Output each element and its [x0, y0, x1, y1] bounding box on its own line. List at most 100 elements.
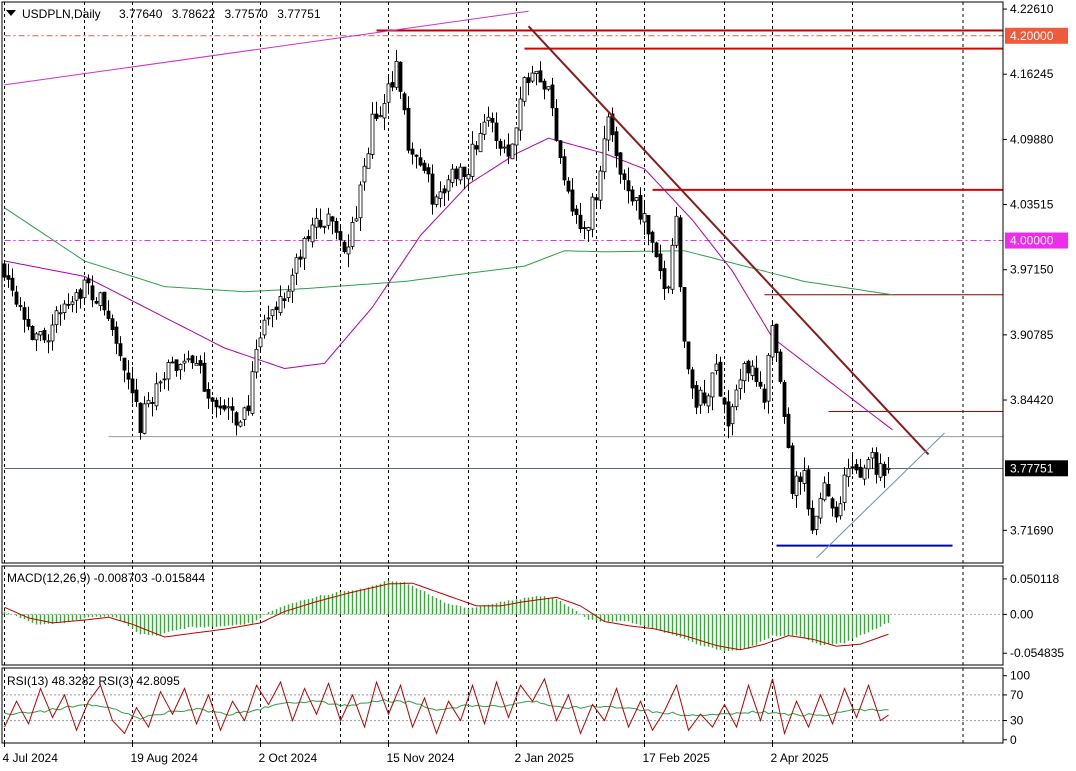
candle-body: [506, 144, 511, 157]
price-tick-label: 3.84420: [1010, 393, 1054, 407]
candle-body: [530, 72, 535, 82]
candle-body: [690, 369, 695, 389]
candle-body: [394, 60, 399, 88]
candle-body: [746, 360, 751, 374]
candle-body: [94, 301, 99, 304]
candle-body: [834, 506, 839, 518]
candle-body: [130, 378, 135, 394]
candle-body: [582, 227, 587, 230]
rsi-slow-line: [4, 699, 889, 720]
symbol-info: USDPLN,Daily: [22, 7, 101, 21]
candle-body: [670, 244, 675, 290]
candle-body: [734, 389, 739, 408]
candle-body: [682, 287, 687, 342]
candle-body: [78, 289, 83, 299]
candle-body: [90, 285, 95, 301]
candle-body: [650, 231, 655, 243]
candle-body: [846, 468, 851, 478]
candle-body: [802, 470, 807, 484]
candle-body: [450, 168, 455, 183]
price-tick-label: 4.16245: [1010, 67, 1054, 81]
moving-averages: [4, 137, 893, 431]
candle-body: [182, 360, 187, 364]
candle-body: [414, 154, 419, 157]
candle-body: [158, 381, 163, 384]
candle-body: [310, 224, 315, 243]
moving-average-line: [4, 137, 893, 431]
candle-body: [502, 146, 507, 149]
candle-body: [886, 467, 891, 470]
candle-body: [206, 388, 211, 399]
candle-body: [526, 77, 531, 84]
candle-body: [270, 309, 275, 317]
candle-body: [126, 372, 131, 380]
candle-body: [294, 257, 299, 274]
candle-body: [550, 84, 555, 109]
candle-body: [698, 389, 703, 406]
candle-body: [242, 407, 247, 420]
candle-body: [166, 362, 171, 380]
rsi-tick-label: 30: [1010, 714, 1024, 728]
candle-body: [362, 165, 367, 183]
candle-body: [554, 107, 559, 141]
candle-body: [250, 371, 255, 414]
candle-body: [238, 421, 243, 427]
rsi-label: RSI(13) 48.3282 RSI(3) 42.8095: [7, 674, 180, 688]
candle-body: [274, 306, 279, 311]
candle-body: [754, 367, 759, 382]
candle-body: [542, 80, 547, 90]
candle-body: [390, 82, 395, 88]
candle-body: [766, 354, 771, 402]
candle-body: [782, 381, 787, 417]
candle-body: [758, 381, 763, 387]
candle-body: [382, 102, 387, 119]
candle-body: [258, 337, 263, 348]
candle-body: [714, 363, 719, 372]
macd-tick-label: 0.050118: [1010, 572, 1059, 586]
macd-label: MACD(12,26,9) -0.008703 -0.015844: [7, 571, 205, 585]
candle-body: [286, 290, 291, 299]
candle-body: [278, 296, 283, 313]
panel-frame: [1, 1, 1004, 564]
candle-body: [82, 279, 87, 299]
candle-body: [874, 452, 879, 475]
candle-body: [818, 498, 823, 519]
candle-body: [778, 351, 783, 382]
macd-tick-label: 0.00: [1010, 607, 1034, 621]
candle-body: [302, 238, 307, 259]
panel-frames: [1, 1, 1004, 744]
candle-body: [454, 168, 459, 180]
candle-body: [426, 167, 431, 175]
candle-body: [282, 298, 287, 301]
candle-body: [18, 305, 23, 307]
candle-body: [358, 184, 363, 219]
candle-body: [418, 157, 423, 166]
candle-body: [254, 348, 259, 373]
candle-body: [866, 459, 871, 470]
candle-body: [10, 277, 15, 291]
candle-body: [762, 388, 767, 403]
candle-body: [862, 467, 867, 480]
candle-body: [586, 227, 591, 231]
macd-signal-line: [4, 582, 889, 651]
collapse-triangle-icon[interactable]: [6, 10, 16, 16]
panel-frame: [1, 565, 1004, 666]
candle-body: [590, 196, 595, 230]
candle-body: [482, 121, 487, 135]
candle-body: [854, 464, 859, 471]
candle-body: [230, 406, 235, 411]
candle-body: [838, 503, 843, 517]
candle-body: [786, 413, 791, 448]
candle-body: [822, 482, 827, 501]
ohlc-values: 3.77640 3.78622 3.77570 3.77751: [119, 7, 321, 21]
candle-body: [634, 197, 639, 201]
time-tick-label: 17 Feb 2025: [643, 751, 711, 765]
candle-body: [478, 133, 483, 153]
candle-body: [742, 363, 747, 382]
candle-body: [566, 180, 571, 192]
time-tick-label: 4 Jul 2024: [3, 751, 59, 765]
candle-body: [58, 312, 63, 315]
candle-body: [398, 61, 403, 92]
candle-body: [334, 221, 339, 233]
candle-body: [262, 319, 267, 336]
